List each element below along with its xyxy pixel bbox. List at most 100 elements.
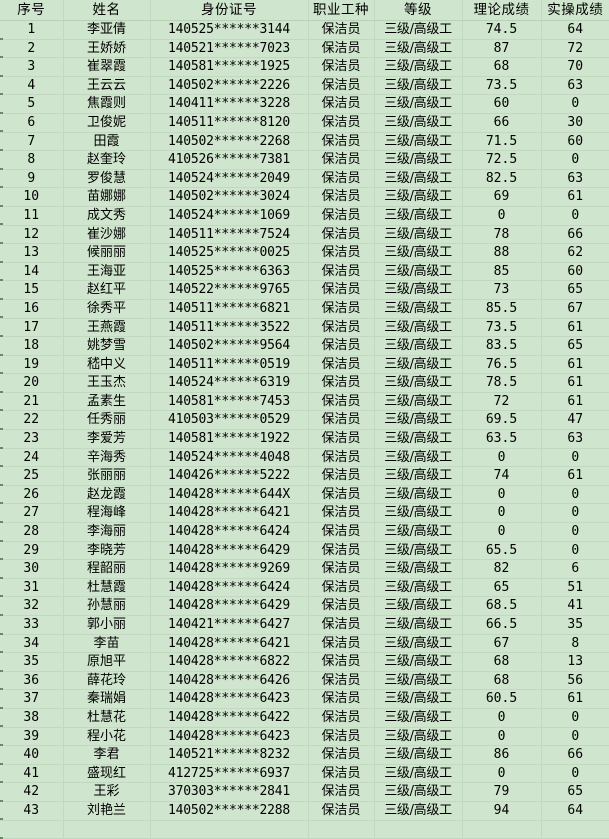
cell-seq[interactable]: 42 [0,782,64,802]
cell-occupation[interactable]: 保洁员 [308,373,375,393]
column-header-name[interactable]: 姓名 [63,0,151,21]
cell-level[interactable]: 三级/高级工 [374,615,463,635]
cell-seq[interactable]: 7 [0,132,64,152]
cell-occupation[interactable]: 保洁员 [308,187,375,207]
cell-theory-score[interactable]: 73.5 [462,76,542,96]
cell-name[interactable]: 刘艳兰 [63,801,151,821]
cell-id-number[interactable]: 140428******6423 [150,689,309,709]
cell-occupation[interactable]: 保洁员 [308,355,375,375]
cell-name[interactable]: 孙慧丽 [63,596,151,616]
cell-id-number[interactable]: 140511******0519 [150,355,309,375]
cell-seq[interactable]: 17 [0,318,64,338]
cell-level[interactable]: 三级/高级工 [374,727,463,747]
cell-level[interactable]: 三级/高级工 [374,764,463,784]
cell-level[interactable]: 三级/高级工 [374,429,463,449]
cell-occupation[interactable]: 保洁员 [308,503,375,524]
cell-theory-score[interactable]: 76.5 [462,355,542,375]
cell-id-number[interactable]: 140426******5222 [150,466,309,486]
cell-occupation[interactable]: 保洁员 [308,671,375,691]
cell-theory-score[interactable]: 0 [462,764,542,784]
cell-level[interactable]: 三级/高级工 [374,466,463,486]
cell-practice-score[interactable]: 61 [541,466,609,486]
table-row[interactable]: 10 苗娜娜 140502******3024 保洁员 三级/高级工 69 61 [0,187,609,207]
cell-seq[interactable]: 31 [0,578,64,598]
cell-level[interactable]: 三级/高级工 [374,243,463,263]
cell-practice-score[interactable]: 61 [541,373,609,393]
cell-id-number[interactable]: 140521******8232 [150,745,309,765]
cell-occupation[interactable]: 保洁员 [308,485,375,505]
cell-level[interactable]: 三级/高级工 [374,355,463,375]
cell-level[interactable]: 三级/高级工 [374,801,463,821]
table-row[interactable]: 22 任秀丽 410503******0529 保洁员 三级/高级工 69.5 47 [0,410,609,431]
table-row[interactable]: 38 杜慧花 140428******6422 保洁员 三级/高级工 0 0 [0,708,609,728]
cell-level[interactable]: 三级/高级工 [374,634,463,654]
cell-occupation[interactable]: 保洁员 [308,243,375,263]
cell-level[interactable]: 三级/高级工 [374,522,463,542]
cell-seq[interactable]: 10 [0,187,64,207]
cell-theory-score[interactable]: 87 [462,39,542,59]
table-row[interactable]: 37 秦瑞娟 140428******6423 保洁员 三级/高级工 60.5 61 [0,689,609,709]
cell-practice-score[interactable]: 66 [541,225,609,245]
cell-practice-score[interactable]: 41 [541,596,609,616]
cell-id-number[interactable]: 412725******6937 [150,764,309,784]
cell-theory-score[interactable]: 83.5 [462,336,542,356]
cell-id-number[interactable]: 140525******0025 [150,243,309,263]
cell-practice-score[interactable]: 63 [541,429,609,449]
cell-seq[interactable]: 30 [0,559,64,579]
cell-seq[interactable]: 41 [0,764,64,784]
cell-seq[interactable]: 3 [0,57,64,77]
cell-seq[interactable]: 20 [0,373,64,393]
cell-name[interactable]: 薛花玲 [63,671,151,691]
cell-occupation[interactable]: 保洁员 [308,764,375,784]
cell-seq[interactable]: 27 [0,503,64,524]
cell-seq[interactable]: 14 [0,262,64,282]
cell-occupation[interactable]: 保洁员 [308,113,375,133]
cell-occupation[interactable]: 保洁员 [308,410,375,431]
empty-cell[interactable] [308,820,375,839]
table-row[interactable]: 26 赵龙霞 140428******644X 保洁员 三级/高级工 0 0 [0,485,609,505]
cell-practice-score[interactable]: 67 [541,299,609,319]
cell-theory-score[interactable]: 79 [462,782,542,802]
cell-theory-score[interactable]: 66.5 [462,615,542,635]
cell-practice-score[interactable]: 61 [541,355,609,375]
table-row[interactable]: 27 程海峰 140428******6421 保洁员 三级/高级工 0 0 [0,503,609,524]
cell-occupation[interactable]: 保洁员 [308,76,375,96]
cell-id-number[interactable]: 140428******6424 [150,522,309,542]
cell-occupation[interactable]: 保洁员 [308,336,375,356]
column-header-level[interactable]: 等级 [374,0,463,21]
table-row[interactable]: 36 薛花玲 140428******6426 保洁员 三级/高级工 68 56 [0,671,609,691]
table-row[interactable]: 20 王玉杰 140524******6319 保洁员 三级/高级工 78.5 61 [0,373,609,393]
cell-theory-score[interactable]: 69 [462,187,542,207]
column-header-job[interactable]: 职业工种 [308,0,375,21]
cell-practice-score[interactable]: 13 [541,652,609,672]
cell-id-number[interactable]: 140511******3522 [150,318,309,338]
cell-level[interactable]: 三级/高级工 [374,150,463,170]
cell-occupation[interactable]: 保洁员 [308,745,375,765]
cell-occupation[interactable]: 保洁员 [308,20,375,40]
cell-practice-score[interactable]: 61 [541,392,609,412]
column-header-seq[interactable]: 序号 [0,0,64,21]
cell-level[interactable]: 三级/高级工 [374,652,463,672]
table-row[interactable]: 32 孙慧丽 140428******6429 保洁员 三级/高级工 68.5 41 [0,596,609,616]
cell-name[interactable]: 程韶丽 [63,559,151,579]
cell-theory-score[interactable]: 63.5 [462,429,542,449]
empty-cell[interactable] [374,820,463,839]
table-row[interactable]: 41 盛现红 412725******6937 保洁员 三级/高级工 0 0 [0,764,609,784]
cell-practice-score[interactable]: 61 [541,689,609,709]
cell-theory-score[interactable]: 88 [462,243,542,263]
cell-level[interactable]: 三级/高级工 [374,299,463,319]
cell-practice-score[interactable]: 66 [541,745,609,765]
cell-practice-score[interactable]: 70 [541,57,609,77]
table-row[interactable]: 29 李晓芳 140428******6429 保洁员 三级/高级工 65.5 0 [0,541,609,561]
cell-occupation[interactable]: 保洁员 [308,634,375,654]
cell-seq[interactable]: 24 [0,448,64,468]
cell-name[interactable]: 孟素生 [63,392,151,412]
cell-occupation[interactable]: 保洁员 [308,150,375,170]
cell-theory-score[interactable]: 0 [462,522,542,542]
cell-occupation[interactable]: 保洁员 [308,94,375,114]
cell-practice-score[interactable]: 6 [541,559,609,579]
cell-name[interactable]: 罗俊慧 [63,169,151,189]
cell-level[interactable]: 三级/高级工 [374,262,463,282]
cell-practice-score[interactable]: 0 [541,541,609,561]
cell-occupation[interactable]: 保洁员 [308,708,375,728]
